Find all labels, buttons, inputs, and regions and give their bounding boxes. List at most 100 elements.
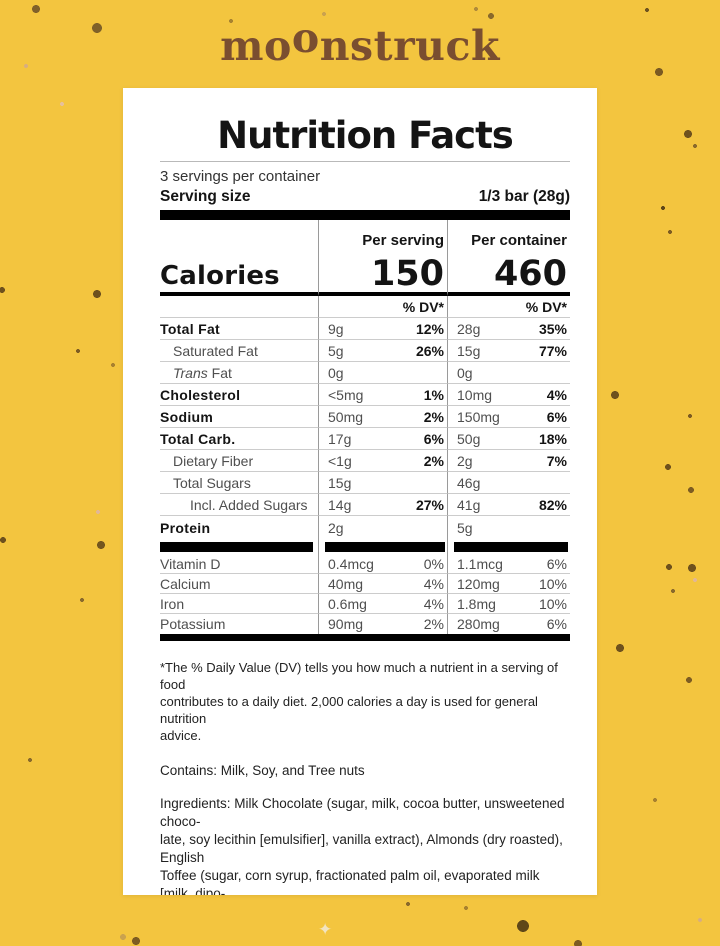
calories-per-container-value: 460 [447, 252, 570, 296]
serving-amount: 40mg [328, 575, 364, 592]
serving-amount: 0.6mg [328, 595, 367, 612]
container-amount: 15g [457, 342, 481, 359]
nutrient-row: Total Carb. 17g 6% 50g 18% [160, 428, 570, 450]
serving-dv: 12% [415, 320, 444, 337]
serving-amount: 17g [328, 430, 352, 447]
nutrition-facts-panel: Nutrition Facts 3 servings per container… [123, 88, 597, 895]
container-amount: 150mg [457, 408, 500, 425]
per-container-cell: 10mg 4% [447, 384, 570, 406]
container-dv: 82% [538, 496, 567, 513]
per-serving-cell: 50mg 2% [318, 406, 447, 428]
brand-logo: moonstruck [0, 14, 720, 70]
per-container-cell: 280mg 6% [447, 614, 570, 634]
per-container-cell: 46g [447, 472, 570, 494]
daily-value-header-spacer [160, 296, 318, 318]
calories-label: Calories [160, 252, 318, 296]
nutrient-row: Total Sugars 15g 46g [160, 472, 570, 494]
per-serving-cell: 14g 27% [318, 494, 447, 516]
per-container-cell: 1.1mcg 6% [447, 554, 570, 574]
per-serving-cell: 90mg 2% [318, 614, 447, 634]
ingredients-text: Ingredients: Milk Chocolate (sugar, milk… [160, 795, 570, 895]
ingredients-line: late, soy lecithin [emulsifier], vanilla… [160, 832, 563, 865]
container-amount: 41g [457, 496, 481, 513]
ingredients-line: Ingredients: Milk Chocolate (sugar, milk… [160, 796, 565, 829]
container-dv: 7% [546, 452, 567, 469]
container-dv: 4% [546, 386, 567, 403]
nutrient-row: Sodium 50mg 2% 150mg 6% [160, 406, 570, 428]
per-serving-cell: 17g 6% [318, 428, 447, 450]
vitamin-row: Potassium 90mg 2% 280mg 6% [160, 614, 570, 634]
vitamin-row: Iron 0.6mg 4% 1.8mg 10% [160, 594, 570, 614]
bottom-bar [160, 634, 570, 641]
container-dv: 6% [546, 616, 567, 632]
per-serving-cell: 2g [318, 516, 447, 540]
nutrient-name: Total Sugars [160, 472, 318, 494]
serving-dv: 4% [423, 595, 444, 612]
nutrient-row: Saturated Fat 5g 26% 15g 77% [160, 340, 570, 362]
serving-amount: 90mg [328, 616, 364, 632]
per-container-cell: 120mg 10% [447, 574, 570, 594]
daily-value-header-row: % DV* % DV* [160, 296, 570, 318]
per-serving-cell: 0.6mg 4% [318, 594, 447, 614]
column-header-per-container: Per container [447, 220, 570, 252]
vitamin-name: Iron [160, 594, 318, 614]
brand-logo-raised-o: o [291, 14, 320, 62]
serving-dv: 26% [415, 342, 444, 359]
nutrient-name: Saturated Fat [160, 340, 318, 362]
container-dv: 35% [538, 320, 567, 337]
container-amount: 5g [457, 520, 473, 536]
serving-amount: 2g [328, 520, 344, 536]
column-header-spacer [160, 220, 318, 252]
per-container-cell: 0g [447, 362, 570, 384]
serving-amount: 5g [328, 342, 344, 359]
column-header-row: Per serving Per container [160, 220, 570, 252]
footnote-line: *The % Daily Value (DV) tells you how mu… [160, 660, 558, 692]
per-serving-cell: <5mg 1% [318, 384, 447, 406]
nutrient-name: Sodium [160, 406, 318, 428]
container-amount: 1.8mg [457, 595, 496, 612]
container-dv: 6% [546, 555, 567, 572]
per-serving-cell: 40mg 4% [318, 574, 447, 594]
per-serving-cell: <1g 2% [318, 450, 447, 472]
container-amount: 120mg [457, 575, 500, 592]
per-serving-cell: 9g 12% [318, 318, 447, 340]
footnote-text: *The % Daily Value (DV) tells you how mu… [160, 659, 570, 744]
container-amount: 1.1mcg [457, 555, 503, 572]
serving-amount: 50mg [328, 408, 364, 425]
serving-dv: 2% [423, 616, 444, 632]
divider-bar-cell [447, 540, 570, 554]
nutrient-row: Cholesterol <5mg 1% 10mg 4% [160, 384, 570, 406]
nutrient-rows: Total Fat 9g 12% 28g 35% Saturated Fat 5g 26% 15… [160, 318, 570, 540]
serving-dv: 2% [423, 408, 444, 425]
nutrient-name: Protein [160, 520, 211, 536]
footnote-line: advice. [160, 728, 202, 743]
serving-size-value: 1/3 bar (28g) [478, 188, 570, 205]
container-amount: 280mg [457, 616, 500, 632]
serving-dv: 27% [415, 496, 444, 513]
per-serving-cell: 0.4mcg 0% [318, 554, 447, 574]
nutrient-name: Cholesterol [160, 384, 318, 406]
per-container-cell: 5g [447, 516, 570, 540]
column-header-per-serving: Per serving [318, 220, 447, 252]
nutrient-row: Trans Fat 0g 0g [160, 362, 570, 384]
ingredients-line: Toffee (sugar, corn syrup, fractionated … [160, 868, 540, 895]
vitamin-name: Vitamin D [160, 554, 318, 574]
per-serving-cell: 0g [318, 362, 447, 384]
vitamin-rows: Vitamin D 0.4mcg 0% 1.1mcg 6% Calcium 40mg 4% 12… [160, 554, 570, 634]
per-container-cell: 150mg 6% [447, 406, 570, 428]
title-divider [160, 161, 570, 162]
brand-logo-text-end: nstruck [319, 22, 500, 70]
serving-amount: 0.4mcg [328, 555, 374, 572]
container-dv: 10% [538, 595, 567, 612]
serving-size-row: Serving size 1/3 bar (28g) [160, 187, 570, 206]
serving-dv: 4% [423, 575, 444, 592]
container-amount: 50g [457, 430, 481, 447]
per-container-cell: 2g 7% [447, 450, 570, 472]
serving-dv: 2% [423, 452, 444, 469]
nutrition-label-card: Nutrition Facts 3 servings per container… [123, 88, 597, 895]
container-amount: 0g [457, 364, 473, 381]
serving-amount: <1g [328, 452, 352, 469]
container-amount: 28g [457, 320, 481, 337]
container-amount: 2g [457, 452, 473, 469]
